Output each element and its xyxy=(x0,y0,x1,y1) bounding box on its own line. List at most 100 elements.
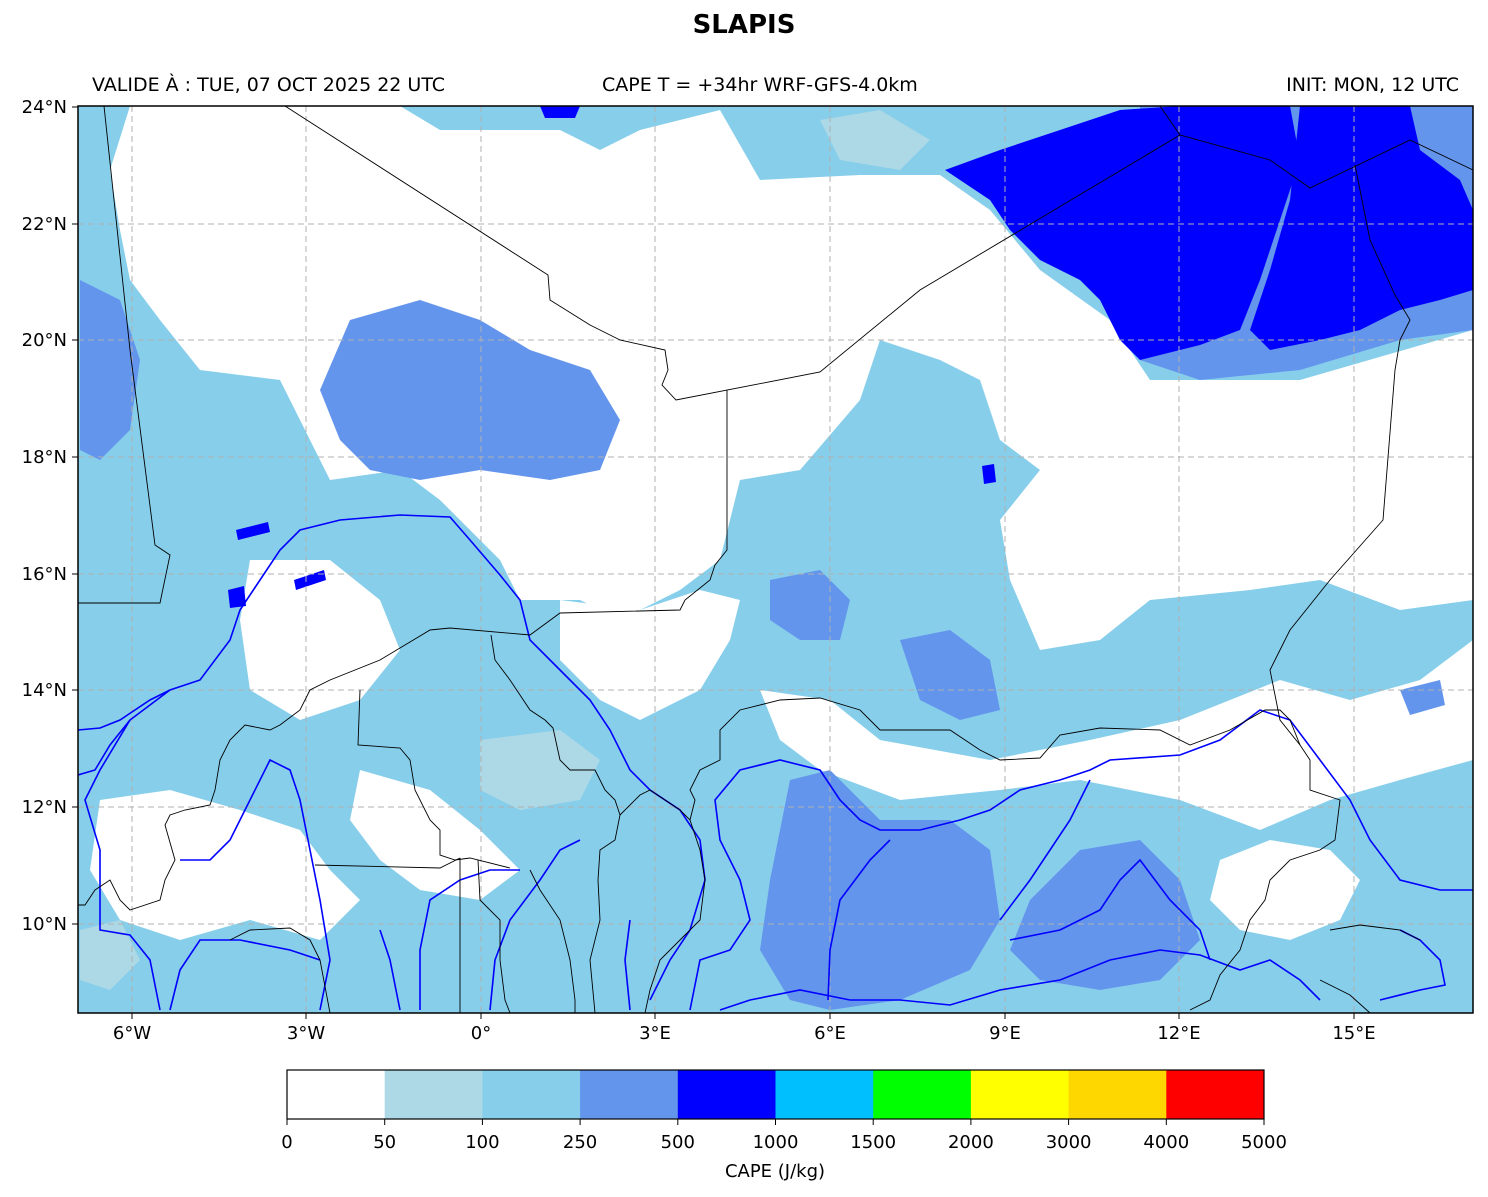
colorbar-swatch xyxy=(970,1070,1070,1119)
border xyxy=(314,857,461,869)
lon-label: 9°E xyxy=(989,1023,1021,1044)
cape-low-region xyxy=(240,560,400,720)
river xyxy=(78,689,171,731)
colorbar-ticks: 0 50 100 250 500 1000 1500 2000 3000 4000 5000 xyxy=(281,1119,1287,1153)
cape-low-region xyxy=(760,640,1473,830)
river xyxy=(689,709,1473,1011)
cape-band-500-1000 xyxy=(982,464,996,484)
river xyxy=(419,869,520,1010)
cape-band-500-1000 xyxy=(540,106,580,118)
colorbar-tick-label: 5000 xyxy=(1241,1132,1287,1153)
colorbar-tick-label: 0 xyxy=(281,1132,292,1153)
latitude-labels: 24°N 22°N 20°N 18°N 16°N 14°N 12°N 10°N xyxy=(22,97,67,935)
lat-label: 24°N xyxy=(22,97,67,118)
colorbar-tick-label: 250 xyxy=(563,1132,597,1153)
benue-river xyxy=(719,949,1321,1011)
cape-band-50-100 xyxy=(480,730,600,810)
cape-low-region xyxy=(90,790,360,940)
river xyxy=(78,719,131,776)
border xyxy=(490,634,651,816)
colorbar-swatch xyxy=(287,1070,386,1119)
colorbar-swatch xyxy=(580,1070,679,1119)
map-frame xyxy=(77,105,1474,1014)
longitude-labels: 6°W 3°W 0° 3°E 6°E 9°E 12°E 15°E xyxy=(113,1023,1376,1044)
colorbar-swatch xyxy=(775,1070,874,1119)
cape-band-250-500 xyxy=(320,300,620,480)
colorbar-swatch xyxy=(873,1070,972,1119)
lon-label: 3°E xyxy=(639,1023,671,1044)
border xyxy=(284,106,1473,401)
colorbar-swatches xyxy=(287,1070,1265,1119)
colorbar-label: CAPE (J/kg) xyxy=(725,1161,825,1182)
cape-field xyxy=(78,106,1473,1013)
lat-label: 18°N xyxy=(22,447,67,468)
colorbar-tick-label: 500 xyxy=(661,1132,695,1153)
border xyxy=(1329,924,1421,941)
cape-band-500-1000 xyxy=(294,570,326,590)
colorbar-tick-label: 4000 xyxy=(1143,1132,1189,1153)
lat-label: 16°N xyxy=(22,564,67,585)
colorbar-tick-label: 50 xyxy=(373,1132,396,1153)
colorbar-swatch xyxy=(1166,1070,1265,1119)
border xyxy=(644,819,706,1013)
colorbar-swatch xyxy=(1068,1070,1167,1119)
lon-label: 15°E xyxy=(1332,1023,1375,1044)
river xyxy=(827,839,891,1001)
border xyxy=(589,814,621,1013)
lon-label: 6°E xyxy=(814,1023,846,1044)
map-title: SLAPIS xyxy=(692,10,796,40)
colorbar-swatch xyxy=(677,1070,776,1119)
cape-low-region xyxy=(170,180,330,300)
lon-label: 0° xyxy=(471,1023,491,1044)
border xyxy=(1189,164,1411,1011)
border xyxy=(477,859,511,1013)
border xyxy=(78,390,728,911)
lat-label: 22°N xyxy=(22,214,67,235)
init-time-label: INIT: MON, 12 UTC xyxy=(1286,74,1459,96)
river xyxy=(180,758,331,1011)
cape-band-250-500 xyxy=(760,770,1000,1010)
cape-low-region xyxy=(560,590,740,720)
axis-ticks xyxy=(72,106,1355,1019)
valid-time-label: VALIDE À : TUE, 07 OCT 2025 22 UTC xyxy=(92,74,446,96)
colorbar-tick-label: 1500 xyxy=(850,1132,896,1153)
colorbar-tick-label: 3000 xyxy=(1046,1132,1092,1153)
colorbar-tick-label: 2000 xyxy=(948,1132,994,1153)
cape-band-50-100 xyxy=(80,920,140,990)
cape-band-250-500 xyxy=(1400,680,1445,715)
border xyxy=(1159,106,1181,136)
cape-band-250-500 xyxy=(900,630,1000,720)
river xyxy=(169,939,321,1011)
country-borders xyxy=(78,106,1473,1013)
cape-band-500-1000 xyxy=(236,522,270,540)
cape-band-500-1000 xyxy=(1250,106,1473,350)
river xyxy=(489,839,581,1011)
lat-label: 12°N xyxy=(22,797,67,818)
river xyxy=(379,929,401,1011)
cape-band-50-100 xyxy=(820,110,930,170)
cape-low-region xyxy=(350,770,520,900)
lat-label: 20°N xyxy=(22,330,67,351)
cape-low-region xyxy=(1210,840,1360,940)
lon-label: 12°E xyxy=(1157,1023,1200,1044)
colorbar-swatch xyxy=(482,1070,581,1119)
colorbar-tick-label: 1000 xyxy=(753,1132,799,1153)
border xyxy=(229,927,331,1013)
border xyxy=(78,106,171,604)
border xyxy=(649,697,1301,821)
river xyxy=(999,779,1091,921)
lat-label: 14°N xyxy=(22,680,67,701)
border xyxy=(1319,979,1371,1013)
river xyxy=(1009,858,1211,961)
lat-label: 10°N xyxy=(22,914,67,935)
cape-band-500-1000 xyxy=(945,106,1300,360)
forecast-run-label: CAPE T = +34hr WRF-GFS-4.0km xyxy=(602,74,918,96)
river xyxy=(624,919,631,1011)
lon-label: 3°W xyxy=(287,1023,325,1044)
lon-label: 6°W xyxy=(113,1023,151,1044)
colorbar-tick-label: 100 xyxy=(465,1132,499,1153)
colorbar: 0 50 100 250 500 1000 1500 2000 3000 4000 5000 CAP… xyxy=(281,1069,1287,1182)
cape-band-250-500 xyxy=(80,280,140,460)
colorbar-swatch xyxy=(384,1070,483,1119)
